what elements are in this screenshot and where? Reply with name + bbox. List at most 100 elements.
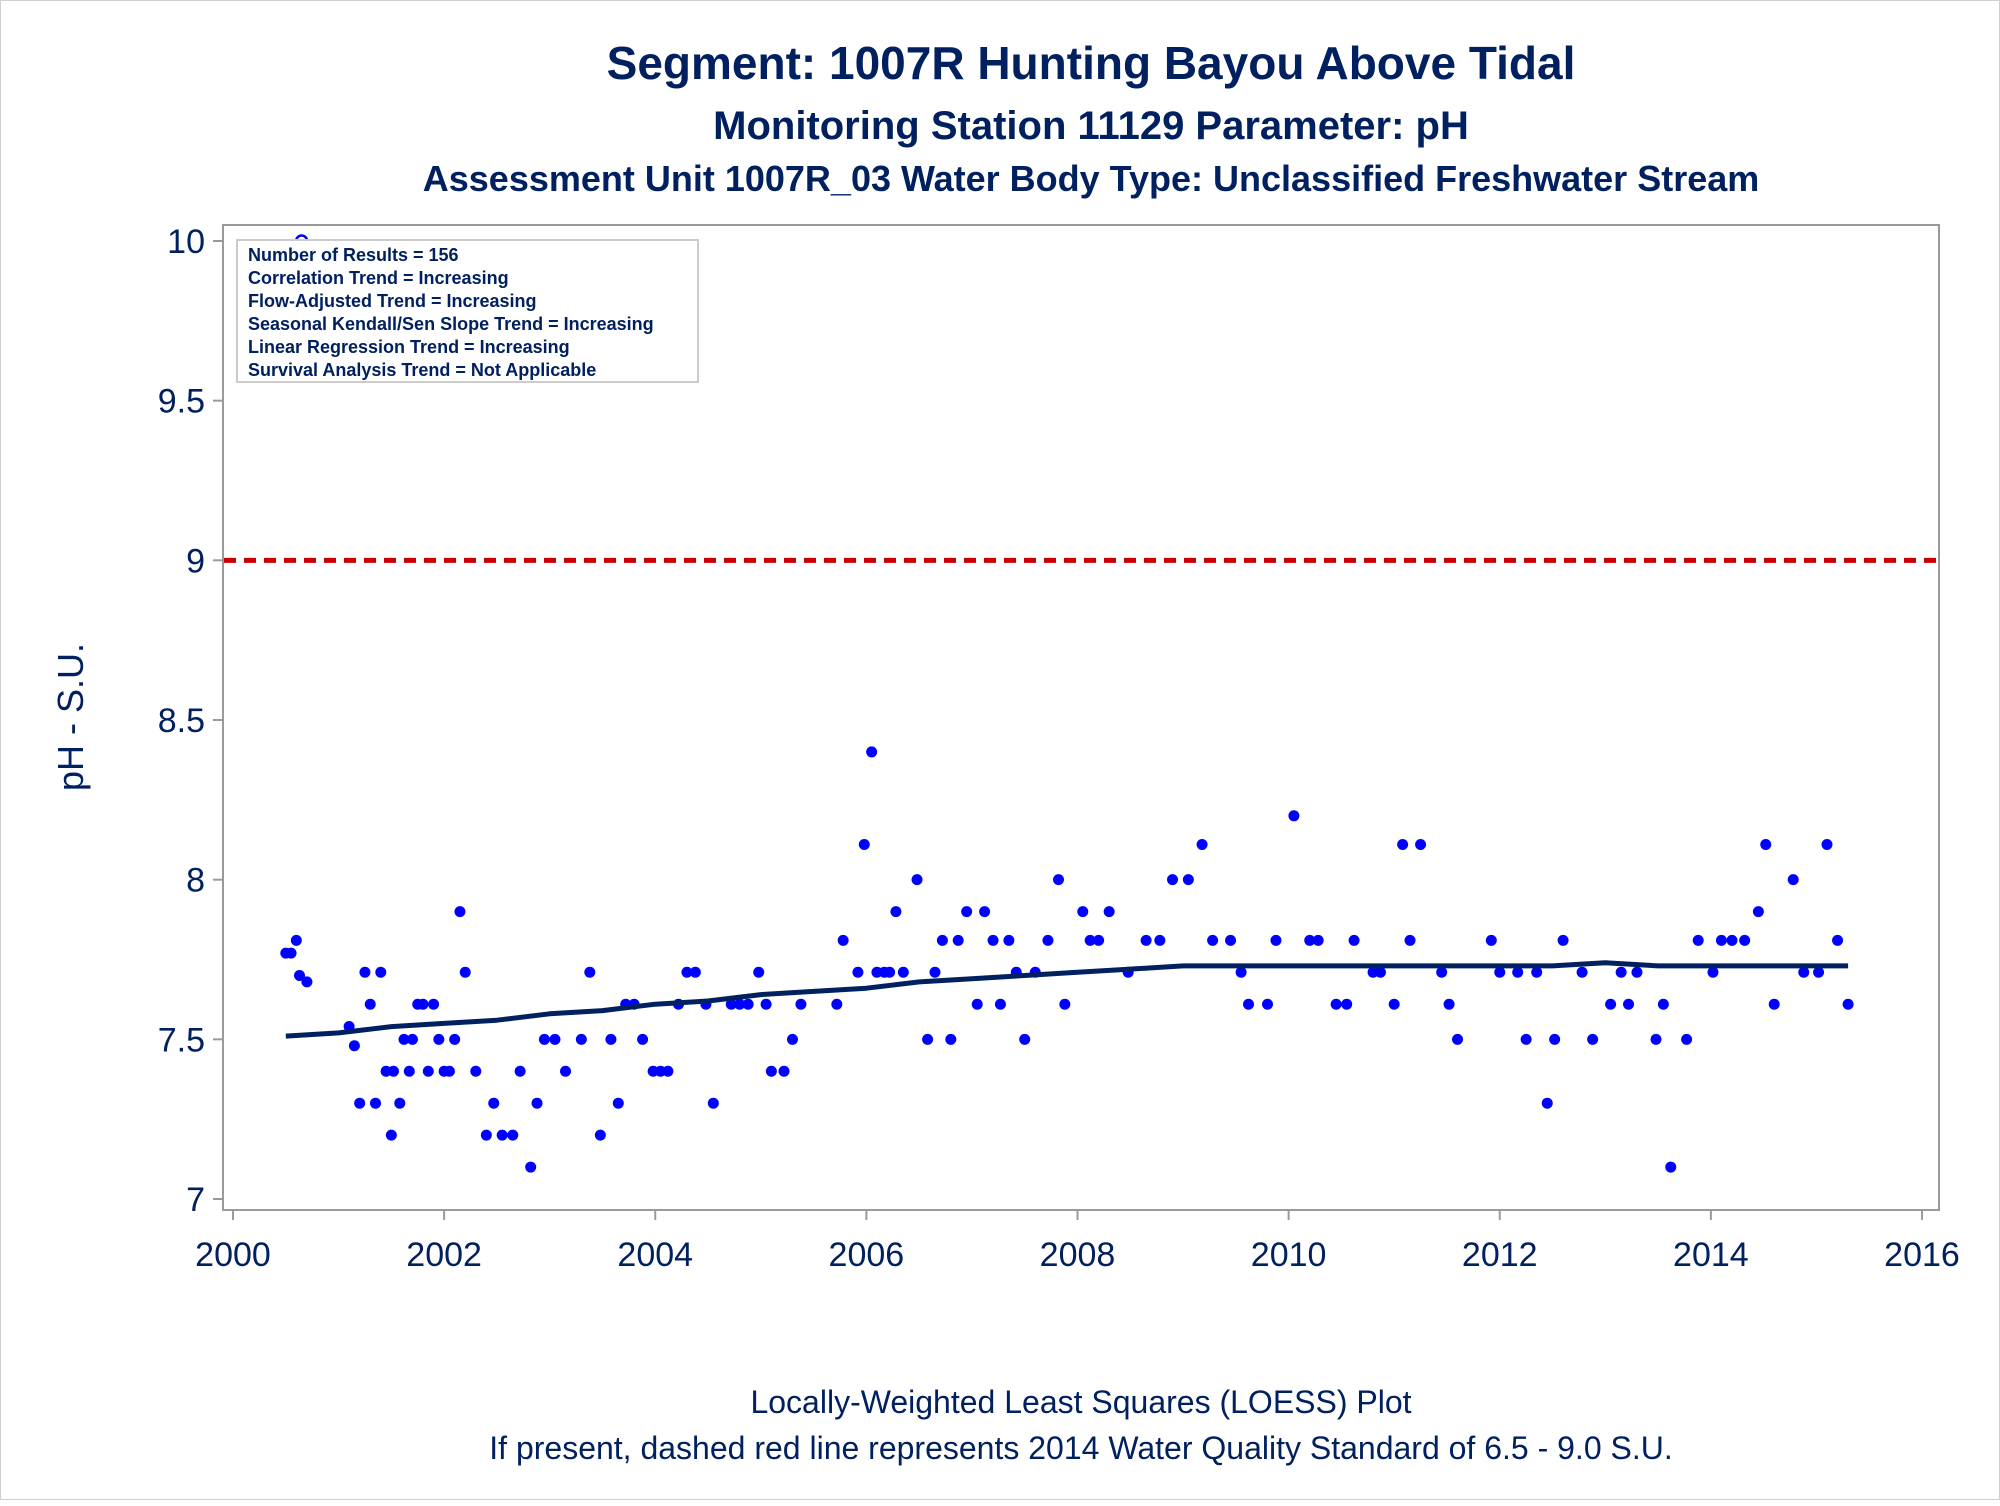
info-line-2: Correlation Trend = Increasing: [248, 268, 509, 288]
data-point: [1404, 934, 1416, 946]
data-point: [1821, 839, 1833, 851]
data-point: [1262, 998, 1274, 1010]
data-point: [531, 1097, 543, 1109]
data-point: [1605, 998, 1617, 1010]
data-point: [1077, 906, 1089, 918]
data-point: [1042, 934, 1054, 946]
data-point: [1196, 839, 1208, 851]
data-point: [525, 1161, 537, 1173]
data-point: [612, 1097, 624, 1109]
data-point: [866, 746, 878, 758]
data-point: [398, 1033, 410, 1045]
info-line-4: Seasonal Kendall/Sen Slope Trend = Incre…: [248, 314, 654, 334]
data-point: [1832, 934, 1844, 946]
plot-area: 7 7.5 8 8.5 9 9.5 10 2000 2002 2004 2006 2008 2010 20…: [158, 223, 1960, 1274]
x-tick-label: 2008: [1040, 1236, 1116, 1274]
info-box: [236, 239, 699, 383]
data-point: [1235, 966, 1247, 978]
data-point: [961, 906, 973, 918]
data-point: [1520, 1033, 1532, 1045]
data-point: [480, 1129, 492, 1141]
data-point: [290, 934, 302, 946]
data-point: [725, 998, 737, 1010]
data-point: [1494, 966, 1506, 978]
data-point: [994, 998, 1006, 1010]
data-point: [449, 1033, 461, 1045]
data-point: [507, 1129, 519, 1141]
data-point: [403, 1065, 415, 1077]
x-tick-label: 2010: [1251, 1236, 1327, 1274]
data-point: [1093, 934, 1105, 946]
data-point: [359, 966, 371, 978]
data-point: [1813, 966, 1825, 978]
data-point: [831, 998, 843, 1010]
data-point: [952, 934, 964, 946]
footnote-2: If present, dashed red line represents 2…: [489, 1430, 1672, 1466]
data-point: [1623, 998, 1635, 1010]
data-point: [1549, 1033, 1561, 1045]
data-point: [1615, 966, 1627, 978]
data-point: [689, 966, 701, 978]
x-tick-label: 2012: [1462, 1236, 1538, 1274]
data-point: [936, 934, 948, 946]
data-point: [971, 998, 983, 1010]
data-point: [922, 1033, 934, 1045]
data-point: [496, 1129, 508, 1141]
loess-trend-line: [285, 960, 1849, 1039]
info-line-5: Linear Regression Trend = Increasing: [248, 337, 570, 357]
data-point: [1485, 934, 1497, 946]
data-point: [1348, 934, 1360, 946]
data-point: [1512, 966, 1524, 978]
data-point: [979, 906, 991, 918]
data-point: [294, 969, 306, 981]
data-point: [1715, 934, 1727, 946]
data-point: [1768, 998, 1780, 1010]
data-point: [301, 976, 313, 988]
data-point: [911, 874, 923, 886]
data-point: [459, 966, 471, 978]
data-point: [1341, 998, 1353, 1010]
data-point: [795, 998, 807, 1010]
data-point: [852, 966, 864, 978]
y-tick-label: 8: [186, 862, 205, 900]
data-point: [1019, 1033, 1031, 1045]
data-point: [987, 934, 999, 946]
data-point: [1760, 839, 1772, 851]
data-point: [594, 1129, 606, 1141]
x-tick-label: 2014: [1673, 1236, 1749, 1274]
data-point: [753, 966, 765, 978]
data-point: [422, 1065, 434, 1077]
data-point: [549, 1033, 561, 1045]
data-point: [1167, 874, 1179, 886]
data-point: [1443, 998, 1455, 1010]
data-point: [662, 1065, 674, 1077]
data-point: [348, 1040, 360, 1052]
data-point: [1140, 934, 1152, 946]
data-point: [786, 1033, 798, 1045]
y-axis-label: pH - S.U.: [50, 643, 91, 791]
data-point: [1225, 934, 1237, 946]
data-point: [1452, 1033, 1464, 1045]
footnote-1: Locally-Weighted Least Squares (LOESS) P…: [750, 1384, 1411, 1420]
info-line-3: Flow-Adjusted Trend = Increasing: [248, 291, 537, 311]
data-point: [707, 1097, 719, 1109]
data-point: [1752, 906, 1764, 918]
data-point: [858, 839, 870, 851]
data-point: [837, 934, 849, 946]
x-tick-label: 2006: [829, 1236, 905, 1274]
data-point: [1650, 1033, 1662, 1045]
data-point: [575, 1033, 587, 1045]
data-point: [1388, 998, 1400, 1010]
data-point: [454, 906, 466, 918]
x-tick-label: 2004: [617, 1236, 693, 1274]
data-point: [1631, 966, 1643, 978]
data-point: [387, 1065, 399, 1077]
data-point: [1707, 966, 1719, 978]
data-point: [778, 1065, 790, 1077]
data-point: [1270, 934, 1282, 946]
data-point: [1842, 998, 1854, 1010]
data-point: [1576, 966, 1588, 978]
chart-subtitle-2: Assessment Unit 1007R_03 Water Body Type…: [423, 158, 1760, 199]
y-tick-label: 9.5: [158, 383, 205, 421]
